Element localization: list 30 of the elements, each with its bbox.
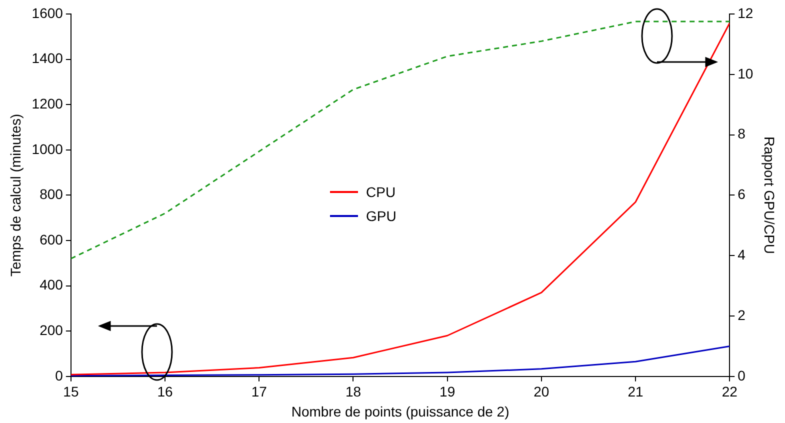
y2-tick-label: 6	[738, 186, 746, 202]
y-tick-label: 1400	[32, 50, 64, 66]
legend-label: GPU	[366, 208, 396, 224]
y-tick-label: 400	[40, 276, 64, 293]
x-tick-label: 18	[345, 384, 362, 400]
y-tick-label: 600	[40, 231, 64, 248]
x-axis-title: Nombre de points (puissance de 2)	[291, 403, 510, 420]
y-axis-title: Temps de calcul (minutes)	[7, 114, 24, 277]
y-tick-label: 1600	[32, 4, 64, 21]
y-tick-label: 1200	[32, 95, 64, 112]
line-series	[70, 20, 730, 260]
x-tick-label: 16	[157, 384, 174, 400]
y2-axis-title: Rapport GPU/CPU	[762, 136, 778, 254]
y-tick-label: 200	[40, 322, 64, 338]
x-tick-label: 15	[63, 384, 79, 400]
legend-label: CPU	[366, 184, 396, 200]
y-tick-label: 800	[40, 186, 64, 202]
y-tick-label: 0	[55, 367, 64, 384]
y2-tick-label: 10	[738, 65, 754, 82]
x-tick-label: 20	[534, 384, 550, 400]
y2-tick-label: 4	[738, 246, 746, 262]
y2-tick-label: 0	[738, 367, 746, 384]
y2-tick-label: 8	[738, 126, 746, 142]
y-tick-label: 1000	[32, 140, 64, 157]
x-tick-label: 19	[440, 384, 456, 400]
x-tick-label: 17	[251, 384, 268, 400]
x-tick-label: 22	[722, 384, 738, 400]
y2-tick-label: 2	[738, 306, 746, 323]
y2-tick-label: 12	[738, 4, 754, 21]
x-tick-label: 21	[628, 384, 644, 400]
